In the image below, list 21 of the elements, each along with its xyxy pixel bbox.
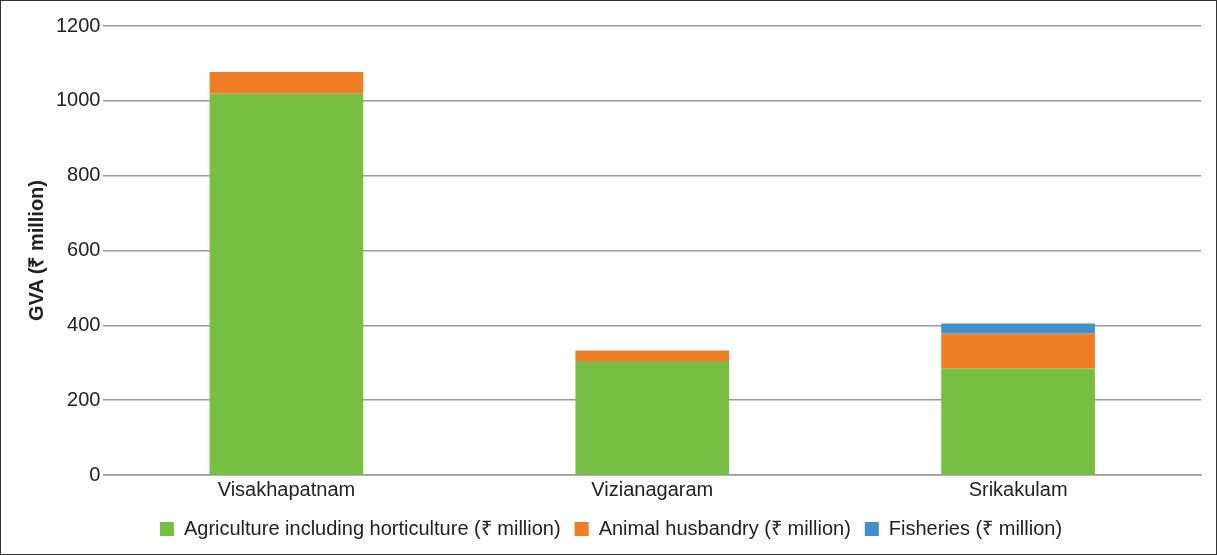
legend-label: Fisheries (₹ million) — [888, 516, 1063, 539]
bar — [575, 360, 730, 475]
y-tick-label: 400 — [67, 312, 101, 335]
bar — [209, 93, 364, 475]
legend-label: Agriculture including horticulture (₹ million) — [183, 516, 561, 539]
bar — [941, 333, 1095, 369]
y-tick-label: 200 — [67, 387, 101, 410]
x-tick-label: Visakhapatnam — [217, 477, 356, 500]
legend-label: Animal husbandry (₹ million) — [598, 516, 851, 539]
x-tick-label: Srikakulam — [968, 477, 1068, 500]
y-tick-label: 600 — [67, 238, 101, 261]
bar — [941, 323, 1095, 334]
y-tick-label: 0 — [89, 462, 101, 485]
x-tick-label: Vizianagaram — [591, 477, 714, 500]
bar — [941, 368, 1095, 475]
bar — [575, 350, 730, 361]
y-tick-label: 1200 — [55, 13, 101, 36]
y-axis-title: GVA (₹ million) — [24, 180, 47, 321]
y-tick-label: 800 — [67, 163, 101, 186]
bar — [209, 72, 364, 94]
y-tick-label: 1000 — [55, 88, 101, 111]
